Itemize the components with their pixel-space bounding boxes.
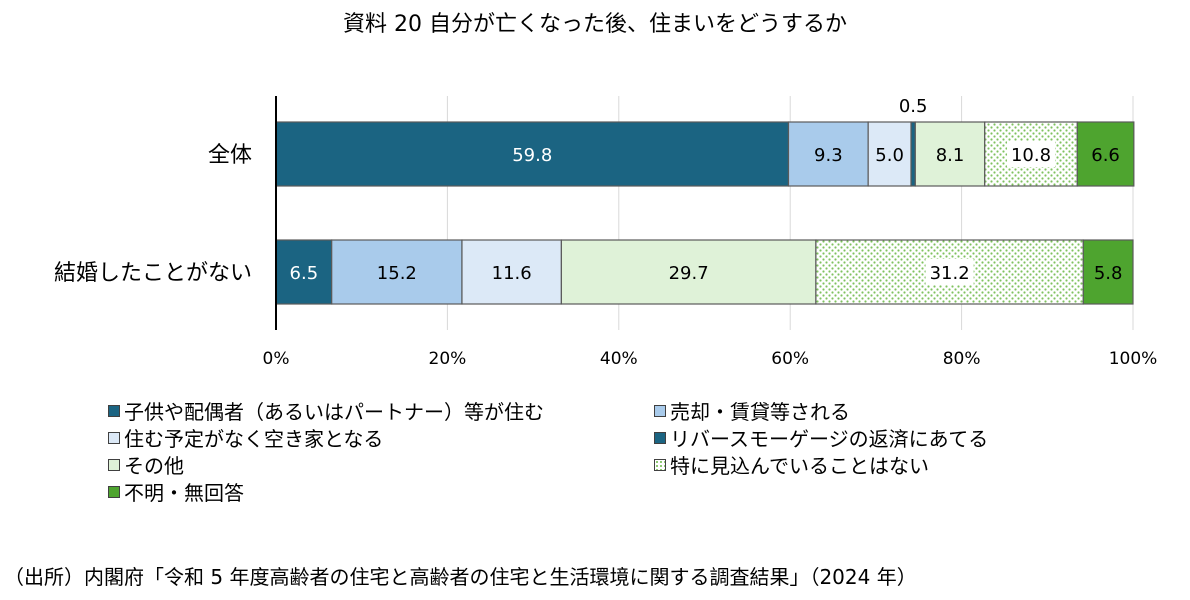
legend-item: その他 (108, 450, 184, 479)
legend-label: 不明・無回答 (124, 481, 244, 505)
data-label: 15.2 (377, 263, 417, 284)
legend-item: 子供や配偶者（あるいはパートナー）等が住む (108, 396, 544, 425)
legend-label: 子供や配偶者（あるいはパートナー）等が住む (124, 400, 544, 424)
legend-swatch (654, 458, 666, 471)
bar-segment (331, 239, 463, 305)
legend-swatch (654, 431, 666, 444)
data-label: 6.5 (290, 263, 319, 284)
data-label: 29.7 (669, 263, 709, 284)
legend-item: リバースモーゲージの返済にあてる (654, 423, 988, 452)
legend-swatch (654, 404, 666, 417)
data-label-background (1007, 141, 1056, 167)
legend-item: 特に見込んでいることはない (654, 450, 929, 479)
data-label-background (925, 259, 974, 285)
data-label: 59.8 (512, 145, 552, 166)
chart-title: 資料 20 自分が亡くなった後、住まいをどうするか (343, 12, 847, 37)
legend-swatch (108, 404, 120, 417)
x-tick-label: 80% (943, 349, 981, 369)
category-label: 結婚したことがない (54, 261, 252, 286)
legend-label: リバースモーゲージの返済にあてる (670, 427, 989, 451)
data-label: 6.6 (1091, 145, 1120, 166)
data-label: 0.5 (899, 96, 928, 117)
legend-label: 特に見込んでいることはない (670, 454, 929, 478)
legend-item: 住む予定がなく空き家となる (108, 423, 383, 452)
legend-swatch (108, 431, 120, 444)
legend-label: その他 (124, 454, 184, 478)
bar-segment (787, 121, 869, 187)
data-label: 8.1 (936, 145, 965, 166)
legend-swatch (108, 458, 120, 471)
data-label: 31.2 (930, 263, 970, 284)
x-tick-label: 100% (1109, 349, 1158, 369)
data-label: 5.0 (875, 145, 904, 166)
legend-label: 住む予定がなく空き家となる (124, 427, 384, 451)
data-label: 5.8 (1094, 263, 1123, 284)
data-label: 10.8 (1011, 145, 1051, 166)
bar-segment (275, 239, 333, 305)
bar-segment (461, 239, 562, 305)
legend-item: 売却・賃貸等される (654, 396, 850, 425)
x-tick-label: 0% (263, 349, 290, 369)
legend-item: 不明・無回答 (108, 477, 244, 506)
x-tick-label: 60% (771, 349, 809, 369)
data-label: 9.3 (814, 145, 843, 166)
bar-segment (910, 121, 916, 187)
stacked-bar-chart: 59.8 9.3 5.0 0.5 8.1 10.8 6.6 6.5 15.2 11.6 29.7 31… (54, 96, 1158, 369)
x-tick-label: 40% (600, 349, 638, 369)
legend-swatch (108, 485, 120, 498)
bar-segment (1082, 239, 1134, 305)
x-tick-label: 20% (429, 349, 467, 369)
category-label: 全体 (208, 143, 252, 168)
bar-segment (1076, 121, 1135, 187)
source-note: （出所）内閣府「令和 5 年度高齢者の住宅と高齢者の住宅と生活環境に関する調査結… (4, 565, 917, 589)
data-label: 11.6 (492, 263, 532, 284)
legend-label: 売却・賃貸等される (670, 400, 850, 424)
